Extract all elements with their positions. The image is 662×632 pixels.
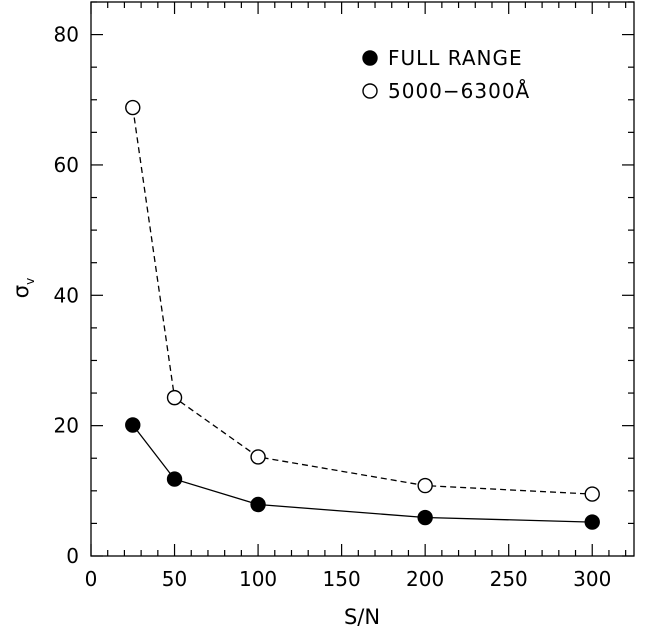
- data-point: [584, 514, 600, 530]
- data-point: [417, 477, 433, 494]
- legend-label: 5000−6300Å: [388, 79, 530, 103]
- legend-marker: [362, 83, 378, 99]
- data-point: [250, 449, 266, 465]
- y-axis-subscript: v: [23, 278, 37, 285]
- x-tick-label: 150: [323, 567, 361, 591]
- y-tick-label: 0: [66, 544, 79, 568]
- data-point: [584, 486, 600, 502]
- x-tick-label: 50: [162, 567, 187, 591]
- y-tick-label: 40: [54, 283, 79, 307]
- data-point: [125, 99, 141, 116]
- data-point: [166, 471, 183, 487]
- x-tick-label: 100: [239, 567, 277, 591]
- y-tick-label: 20: [54, 414, 79, 438]
- x-tick-label: 300: [573, 567, 611, 591]
- axis-ticks: [90, 1, 634, 557]
- data-markers: [125, 99, 600, 530]
- x-tick-label: 250: [490, 567, 528, 591]
- plot-frame: [90, 1, 635, 557]
- legend-label: FULL RANGE: [388, 46, 523, 70]
- legend: FULL RANGE 5000−6300Å: [362, 46, 530, 103]
- legend-marker: [362, 50, 378, 66]
- x-tick-label: 0: [85, 567, 98, 591]
- tick-labels: 0 50 100 150 200 250 300 0 20 40 60 80: [54, 23, 612, 591]
- series-line-1: [132, 107, 593, 495]
- y-axis-title: σv: [9, 278, 37, 298]
- data-point: [166, 389, 183, 406]
- data-point: [250, 496, 266, 513]
- y-tick-label: 80: [54, 23, 79, 47]
- series-lines: [132, 107, 593, 523]
- y-tick-label: 60: [54, 153, 79, 177]
- data-point: [125, 417, 141, 433]
- x-axis-title: S/N: [344, 605, 380, 629]
- series-line-0: [132, 424, 593, 523]
- data-point: [417, 509, 433, 526]
- svg-text:σv: σv: [9, 278, 37, 298]
- x-tick-label: 200: [406, 567, 444, 591]
- y-axis-symbol: σ: [9, 285, 33, 298]
